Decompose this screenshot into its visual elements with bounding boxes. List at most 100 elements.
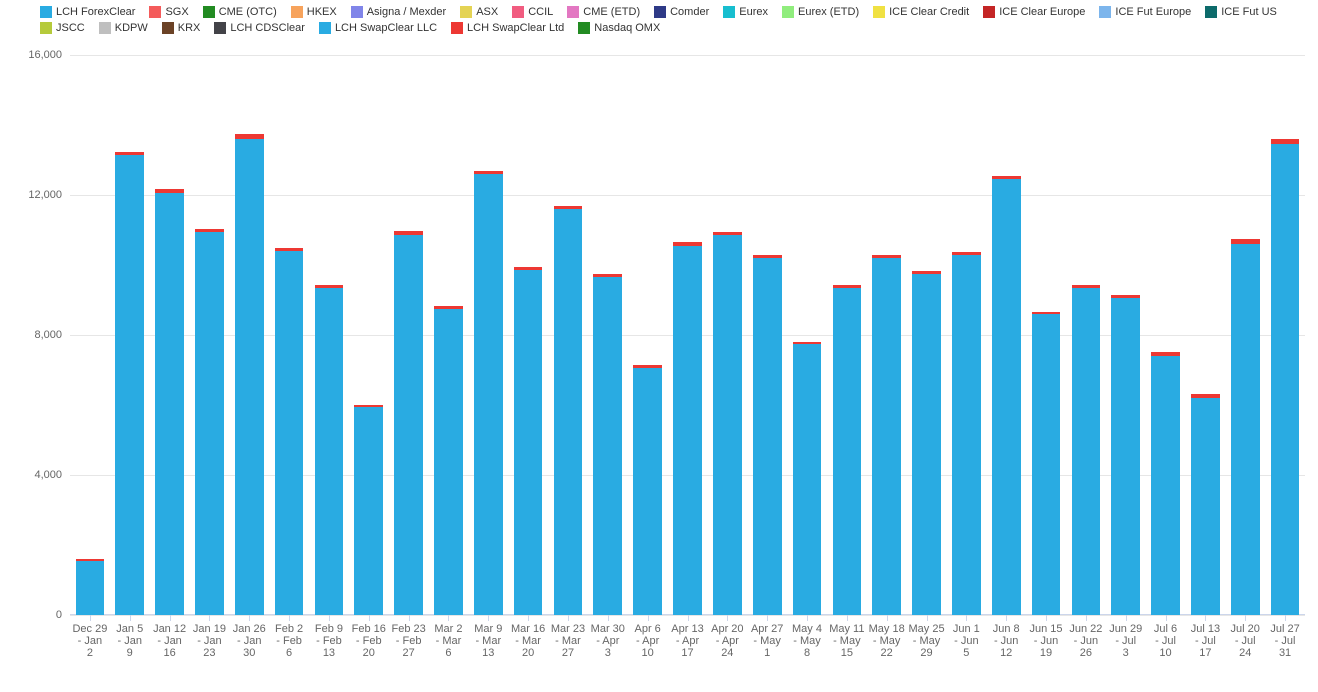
- bar-segment-cap[interactable]: [235, 134, 264, 139]
- bar[interactable]: [1271, 55, 1300, 615]
- bar-segment-cap[interactable]: [474, 171, 503, 174]
- bar-segment-primary[interactable]: [434, 309, 463, 615]
- bar-segment-primary[interactable]: [195, 232, 224, 615]
- bar-segment-cap[interactable]: [1111, 295, 1140, 299]
- bar[interactable]: [673, 55, 702, 615]
- bar-segment-cap[interactable]: [76, 559, 105, 560]
- bar-segment-primary[interactable]: [514, 270, 543, 615]
- bar-segment-primary[interactable]: [394, 235, 423, 615]
- bar[interactable]: [195, 55, 224, 615]
- bar[interactable]: [833, 55, 862, 615]
- bar[interactable]: [1231, 55, 1260, 615]
- legend-item[interactable]: KRX: [162, 20, 201, 36]
- bar-segment-cap[interactable]: [394, 231, 423, 235]
- legend-item[interactable]: LCH SwapClear LLC: [319, 20, 437, 36]
- bar-segment-cap[interactable]: [275, 248, 304, 251]
- bar-segment-cap[interactable]: [1191, 394, 1220, 398]
- legend-item[interactable]: ICE Fut US: [1205, 4, 1277, 20]
- legend-item[interactable]: ICE Fut Europe: [1099, 4, 1191, 20]
- bar-segment-cap[interactable]: [673, 242, 702, 246]
- bar[interactable]: [713, 55, 742, 615]
- bar-segment-primary[interactable]: [275, 251, 304, 615]
- bar-segment-primary[interactable]: [1231, 244, 1260, 615]
- bar[interactable]: [593, 55, 622, 615]
- bar[interactable]: [354, 55, 383, 615]
- bar[interactable]: [1111, 55, 1140, 615]
- bar[interactable]: [76, 55, 105, 615]
- bar-segment-cap[interactable]: [833, 285, 862, 288]
- bar-segment-cap[interactable]: [793, 342, 822, 344]
- bar[interactable]: [275, 55, 304, 615]
- bar[interactable]: [952, 55, 981, 615]
- bar[interactable]: [235, 55, 264, 615]
- legend-item[interactable]: ASX: [460, 4, 498, 20]
- bar-segment-cap[interactable]: [593, 274, 622, 277]
- legend-item[interactable]: Eurex (ETD): [782, 4, 859, 20]
- legend-item[interactable]: KDPW: [99, 20, 148, 36]
- legend-item[interactable]: SGX: [149, 4, 188, 20]
- bar[interactable]: [554, 55, 583, 615]
- legend-item[interactable]: ICE Clear Europe: [983, 4, 1085, 20]
- bar-segment-primary[interactable]: [593, 277, 622, 615]
- bar-segment-primary[interactable]: [673, 246, 702, 615]
- bar-segment-cap[interactable]: [155, 189, 184, 193]
- bar[interactable]: [793, 55, 822, 615]
- bar[interactable]: [474, 55, 503, 615]
- bar-segment-primary[interactable]: [952, 255, 981, 616]
- bar-segment-primary[interactable]: [315, 288, 344, 615]
- bar[interactable]: [394, 55, 423, 615]
- bar[interactable]: [992, 55, 1021, 615]
- bar-segment-primary[interactable]: [833, 288, 862, 615]
- legend-item[interactable]: JSCC: [40, 20, 85, 36]
- bar[interactable]: [1191, 55, 1220, 615]
- bar-segment-cap[interactable]: [354, 405, 383, 407]
- bar-segment-primary[interactable]: [713, 235, 742, 615]
- bar-segment-primary[interactable]: [1271, 144, 1300, 615]
- bar-segment-primary[interactable]: [872, 258, 901, 615]
- legend-item[interactable]: ICE Clear Credit: [873, 4, 969, 20]
- bar-segment-primary[interactable]: [155, 193, 184, 615]
- bar-segment-cap[interactable]: [195, 229, 224, 232]
- bar-segment-primary[interactable]: [633, 368, 662, 615]
- bar-segment-cap[interactable]: [713, 232, 742, 236]
- bar-segment-cap[interactable]: [1271, 139, 1300, 144]
- bar-segment-primary[interactable]: [793, 344, 822, 615]
- bar-segment-primary[interactable]: [1032, 314, 1061, 615]
- bar-segment-cap[interactable]: [315, 285, 344, 288]
- legend-item[interactable]: CCIL: [512, 4, 553, 20]
- legend-item[interactable]: LCH CDSClear: [214, 20, 305, 36]
- bar-segment-cap[interactable]: [1231, 239, 1260, 244]
- legend-item[interactable]: LCH SwapClear Ltd: [451, 20, 564, 36]
- legend-item[interactable]: HKEX: [291, 4, 337, 20]
- bar[interactable]: [155, 55, 184, 615]
- bar-segment-cap[interactable]: [514, 267, 543, 270]
- bar-segment-cap[interactable]: [992, 176, 1021, 179]
- bar[interactable]: [315, 55, 344, 615]
- legend-item[interactable]: CME (ETD): [567, 4, 640, 20]
- bar[interactable]: [633, 55, 662, 615]
- bar-segment-primary[interactable]: [354, 407, 383, 615]
- bar[interactable]: [1151, 55, 1180, 615]
- bar[interactable]: [115, 55, 144, 615]
- bar-segment-primary[interactable]: [76, 561, 105, 615]
- legend-item[interactable]: Comder: [654, 4, 709, 20]
- bar-segment-cap[interactable]: [1072, 285, 1101, 288]
- bar-segment-cap[interactable]: [1032, 312, 1061, 314]
- bar-segment-cap[interactable]: [633, 365, 662, 369]
- bar[interactable]: [1072, 55, 1101, 615]
- legend-item[interactable]: CME (OTC): [203, 4, 277, 20]
- legend-item[interactable]: Eurex: [723, 4, 768, 20]
- bar-segment-cap[interactable]: [115, 152, 144, 155]
- bar-segment-primary[interactable]: [1111, 298, 1140, 615]
- bar-segment-cap[interactable]: [912, 271, 941, 273]
- legend-item[interactable]: Nasdaq OMX: [578, 20, 660, 36]
- bar-segment-primary[interactable]: [1191, 398, 1220, 615]
- bar-segment-primary[interactable]: [235, 139, 264, 615]
- bar-segment-cap[interactable]: [872, 255, 901, 258]
- bar[interactable]: [872, 55, 901, 615]
- legend-item[interactable]: LCH ForexClear: [40, 4, 135, 20]
- bar-segment-primary[interactable]: [554, 209, 583, 615]
- bar-segment-cap[interactable]: [952, 252, 981, 255]
- bar-segment-cap[interactable]: [753, 255, 782, 258]
- bar-segment-cap[interactable]: [434, 306, 463, 309]
